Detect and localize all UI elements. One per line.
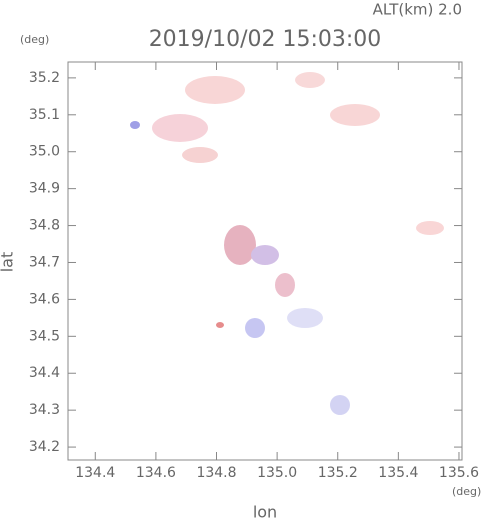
x-tick-label: 135.2 — [318, 465, 358, 481]
plot-frame — [67, 61, 463, 461]
y-tick-label: 34.6 — [29, 291, 60, 307]
x-unit: (deg) — [452, 485, 481, 498]
y-tick-label: 35.0 — [29, 144, 60, 160]
y-tick-label: 34.2 — [29, 439, 60, 455]
echo-blobs — [130, 72, 444, 415]
y-tick-label: 34.5 — [29, 328, 60, 344]
y-tick-label: 34.8 — [29, 218, 60, 234]
y-tick-label: 34.4 — [29, 365, 60, 381]
y-tick-label: 35.1 — [29, 107, 60, 123]
y-tick-label: 34.7 — [29, 254, 60, 270]
altitude-label: ALT(km) 2.0 — [373, 1, 462, 19]
x-tick-label: 134.8 — [196, 465, 236, 481]
x-tick-label: 134.4 — [75, 465, 115, 481]
y-tick-label: 35.2 — [29, 70, 60, 86]
x-tick-label: 135.6 — [439, 465, 479, 481]
y-tick-label: 34.9 — [29, 181, 60, 197]
chart-title: 2019/10/02 15:03:00 — [149, 27, 382, 52]
x-axis-label: lon — [253, 503, 277, 521]
y-tick-label: 34.3 — [29, 402, 60, 418]
x-tick-label: 134.6 — [136, 465, 176, 481]
x-tick-label: 135.0 — [257, 465, 297, 481]
y-unit: (deg) — [20, 33, 49, 46]
y-axis-label: lat — [0, 252, 17, 273]
x-tick-label: 135.4 — [378, 465, 418, 481]
